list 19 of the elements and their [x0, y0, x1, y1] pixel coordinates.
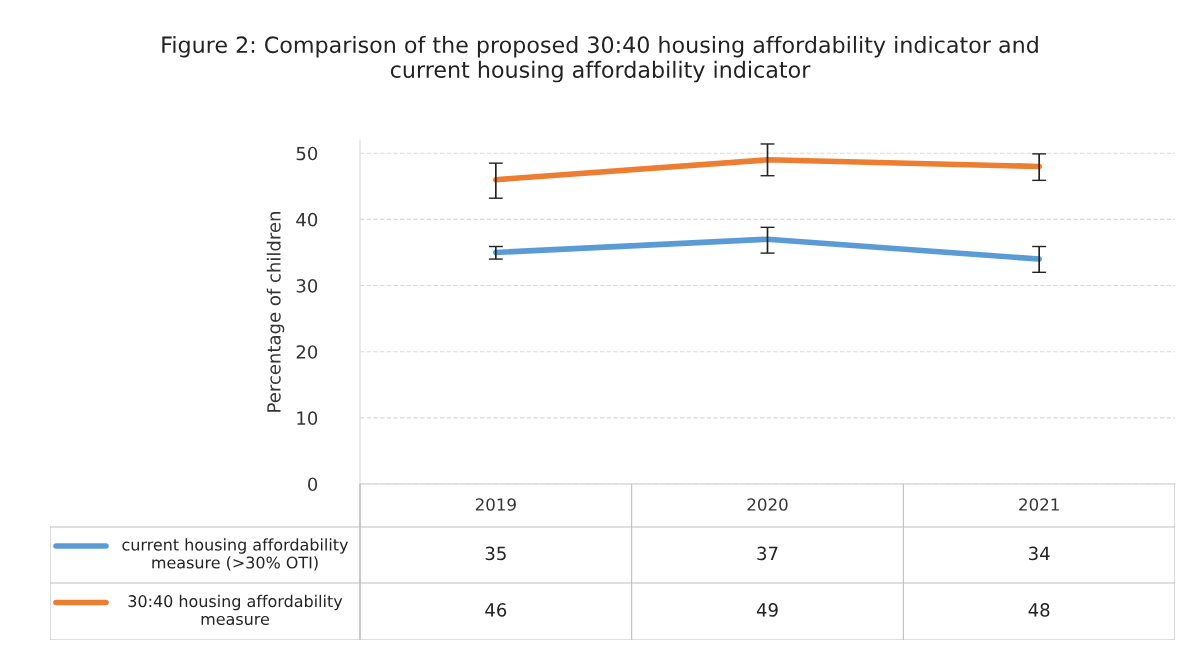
x-tick-label: 2021 — [1019, 498, 1059, 511]
x-tick-label: 2020 — [747, 498, 788, 511]
legend-label: 30:40 housing affordability measure — [128, 594, 343, 626]
data-label: 37 — [757, 546, 778, 561]
y-tick-label: 10 — [297, 411, 318, 425]
data-label: 34 — [1029, 546, 1050, 561]
y-tick-label: 50 — [296, 146, 318, 161]
y-axis-title: Percentage of children — [266, 212, 285, 412]
data-label: 49 — [756, 603, 778, 617]
y-tick-label: 0 — [308, 477, 318, 492]
chart-title: Figure 2: Comparison of the proposed 30:40 housing affordability indicator and current housing affordability indicator — [162, 35, 1038, 83]
x-tick-label: 2019 — [475, 498, 516, 511]
y-tick-label: 20 — [296, 345, 318, 359]
data-label: 48 — [1028, 603, 1050, 617]
data-label: 46 — [485, 603, 507, 617]
y-tick-label: 40 — [296, 212, 318, 227]
legend-label: current housing affordability measure (>30% OTI) — [122, 538, 349, 571]
y-tick-label: 30 — [296, 279, 318, 293]
data-label: 35 — [485, 546, 506, 561]
